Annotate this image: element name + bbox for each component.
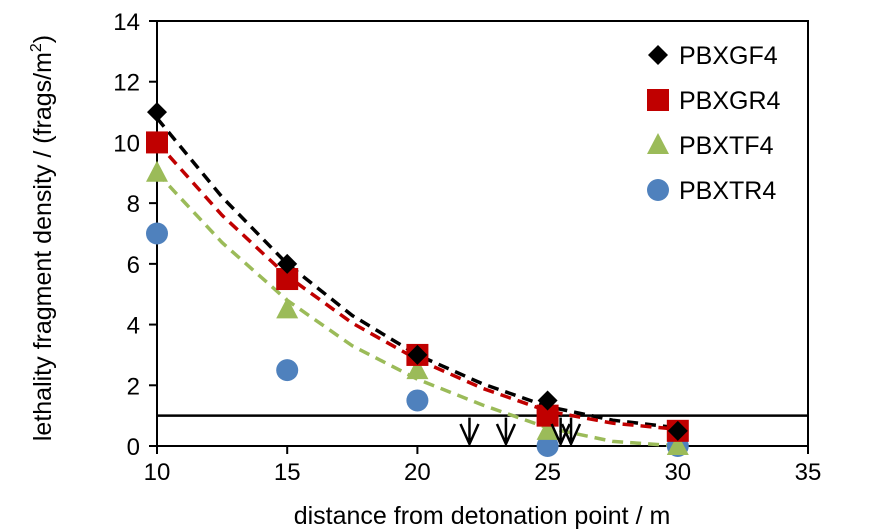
legend-label: PBXGR4 bbox=[679, 87, 781, 115]
y-tick-label: 2 bbox=[127, 373, 140, 400]
legend-marker bbox=[647, 89, 669, 111]
data-point bbox=[536, 404, 559, 427]
arrow-marker bbox=[459, 417, 480, 448]
y-tick-label: 4 bbox=[127, 313, 140, 340]
data-point bbox=[276, 268, 299, 291]
data-point bbox=[277, 253, 298, 274]
x-axis-title: distance from detonation point / m bbox=[294, 502, 671, 530]
arrow-marker bbox=[560, 417, 582, 448]
y-tick-label: 14 bbox=[113, 9, 140, 36]
data-point bbox=[146, 222, 168, 245]
data-point bbox=[406, 389, 429, 412]
plot-frame bbox=[156, 20, 809, 447]
data-point bbox=[276, 297, 299, 319]
x-tick-label: 25 bbox=[534, 459, 561, 486]
data-point bbox=[146, 160, 168, 182]
x-tick-label: 20 bbox=[404, 459, 431, 486]
y-axis-title: lethality fragment density / (frags/m2) bbox=[28, 35, 57, 441]
legend: PBXGF4 PBXGR4 PBXTF4 PBXTR4 bbox=[647, 42, 781, 205]
data-point bbox=[537, 390, 558, 411]
arrow-marker bbox=[495, 417, 517, 448]
plot-area: 0 2 4 6 8 10 12 14 10 15 20 25 30 35 bbox=[113, 9, 821, 486]
x-tick-label: 15 bbox=[274, 459, 301, 486]
x-tick-label: 35 bbox=[795, 459, 822, 486]
arrow-marker bbox=[550, 417, 571, 448]
data-point bbox=[406, 358, 429, 380]
x-tick-label: 10 bbox=[144, 459, 171, 486]
y-tick-label: 12 bbox=[113, 70, 140, 97]
data-point bbox=[667, 420, 688, 441]
legend-label: PBXTF4 bbox=[679, 132, 774, 160]
y-tick-label: 6 bbox=[127, 252, 140, 279]
legend-label: PBXGF4 bbox=[679, 42, 778, 70]
y-tick-label: 0 bbox=[127, 434, 140, 461]
x-tick-label: 30 bbox=[664, 459, 691, 486]
y-tick-label: 8 bbox=[127, 191, 140, 218]
data-point bbox=[536, 418, 559, 440]
legend-marker bbox=[647, 133, 669, 154]
data-point bbox=[147, 102, 167, 123]
legend-marker bbox=[648, 45, 668, 65]
legend-label: PBXTR4 bbox=[679, 177, 776, 205]
legend-marker bbox=[647, 179, 669, 201]
data-point bbox=[536, 435, 559, 457]
data-point bbox=[146, 131, 168, 154]
trend-line bbox=[155, 141, 678, 432]
data-point bbox=[666, 434, 689, 455]
trend-line bbox=[155, 116, 679, 430]
data-point bbox=[407, 344, 428, 365]
data-point bbox=[276, 359, 299, 382]
y-tick-label: 10 bbox=[113, 130, 140, 157]
